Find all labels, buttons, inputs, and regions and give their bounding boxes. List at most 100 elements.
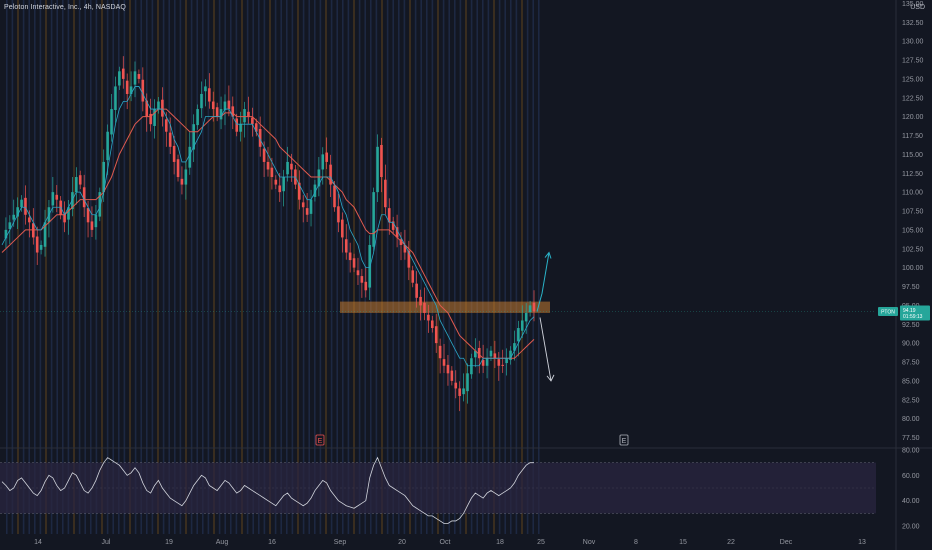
candle-body xyxy=(98,192,102,217)
session-stripe xyxy=(179,0,182,534)
candle-body xyxy=(305,208,309,215)
candle-body xyxy=(90,221,94,230)
session-stripe xyxy=(67,0,70,534)
candle-body xyxy=(39,244,43,250)
price-axis[interactable]: 77.5080.0082.5085.0087.5090.0092.5095.00… xyxy=(902,0,924,442)
projection-up-arrow[interactable] xyxy=(536,252,550,312)
price-tick-label: 117.50 xyxy=(902,133,923,140)
session-stripe xyxy=(510,0,512,534)
candle-body xyxy=(419,296,422,306)
session-stripe xyxy=(78,0,81,534)
earnings-marker[interactable] xyxy=(619,434,629,446)
session-stripe xyxy=(308,0,310,534)
session-stripe xyxy=(342,0,344,534)
candle-body xyxy=(266,161,270,170)
candle-body xyxy=(333,185,336,208)
session-stripe xyxy=(230,0,232,534)
candle-body xyxy=(286,161,289,175)
candle-body xyxy=(102,161,106,193)
candle-body xyxy=(317,169,321,187)
session-stripe xyxy=(50,0,53,534)
session-stripe xyxy=(336,0,338,534)
date-tick-label: Nov xyxy=(583,539,596,546)
date-tick-label: 20 xyxy=(398,539,406,546)
price-tick-label: 90.00 xyxy=(902,341,920,348)
candle-body xyxy=(313,184,317,197)
date-tick-label: Sep xyxy=(334,539,347,546)
candle-body xyxy=(399,239,403,245)
time-axis[interactable]: 14 Jul 19 Aug 16 Sep 20 Oct 18 25 Nov 8 15 22 Dec 13 xyxy=(34,539,866,546)
candle-body xyxy=(184,169,188,185)
session-stripe xyxy=(90,0,92,534)
candle-body xyxy=(415,283,418,298)
candle-body xyxy=(427,314,430,321)
session-stripe xyxy=(515,0,518,534)
price-tick-label: 120.00 xyxy=(902,114,924,121)
session-stripe xyxy=(280,0,282,534)
session-stripe xyxy=(123,0,126,534)
support-zone[interactable] xyxy=(340,301,550,313)
candle-body xyxy=(161,99,164,117)
candle-body xyxy=(258,129,262,147)
candle-body xyxy=(114,86,117,110)
session-stripe xyxy=(386,0,389,534)
candle-body xyxy=(137,74,141,79)
session-stripe xyxy=(34,0,36,534)
candle-body xyxy=(219,109,223,120)
candle-body xyxy=(372,192,375,247)
session-stripe xyxy=(504,0,506,534)
candle-body xyxy=(458,388,461,396)
candle-body xyxy=(309,199,313,214)
price-tick-label: 100.00 xyxy=(902,265,924,272)
candle-body xyxy=(321,154,325,170)
candle-body xyxy=(505,358,508,364)
candle-body xyxy=(524,312,528,322)
candle-body xyxy=(387,208,391,223)
session-stripe xyxy=(532,0,534,534)
rsi-axis[interactable]: 20.00 40.00 60.00 80.00 xyxy=(902,448,920,531)
candle-body xyxy=(133,71,137,85)
session-stripe xyxy=(95,0,98,534)
session-stripe xyxy=(235,0,238,534)
earnings-marker-label: E xyxy=(622,438,627,445)
candle-body xyxy=(297,182,301,200)
candle-body xyxy=(395,227,399,238)
price-tick-label: 112.50 xyxy=(902,171,923,178)
price-tick-label: 80.00 xyxy=(902,416,920,423)
candle-body xyxy=(200,93,203,109)
candle-body xyxy=(176,159,180,178)
candle-body xyxy=(55,194,59,200)
candle-body xyxy=(254,123,258,132)
date-tick-label: Jul xyxy=(102,539,111,546)
session-stripe xyxy=(538,0,540,534)
candle-body xyxy=(470,358,473,375)
earnings-marker[interactable] xyxy=(315,434,325,446)
session-stripe xyxy=(202,0,204,534)
candle-body xyxy=(341,219,344,238)
price-tick-label: 85.00 xyxy=(902,378,920,385)
session-stripe xyxy=(213,0,215,534)
price-tick-label: 135.00 xyxy=(902,1,924,8)
candle-body xyxy=(239,124,242,132)
session-stripe xyxy=(431,0,434,534)
date-tick-label: Oct xyxy=(440,539,451,546)
projection-arrows[interactable] xyxy=(536,251,555,382)
date-tick-label: 25 xyxy=(537,539,545,546)
session-stripe xyxy=(465,0,467,534)
session-stripe xyxy=(414,0,417,534)
session-stripe xyxy=(112,0,114,534)
session-stripe xyxy=(398,0,400,534)
session-stripe xyxy=(420,0,422,534)
candle-body xyxy=(517,328,520,342)
candle-body xyxy=(75,177,78,193)
projection-down-arrowhead xyxy=(546,374,555,382)
session-stripe xyxy=(297,0,299,534)
session-stripe xyxy=(470,0,473,534)
candle-body xyxy=(532,302,536,312)
candle-body xyxy=(344,239,348,253)
candle-body xyxy=(204,86,207,92)
projection-down-arrow[interactable] xyxy=(539,317,552,381)
rsi-tick-label: 60.00 xyxy=(902,473,920,480)
